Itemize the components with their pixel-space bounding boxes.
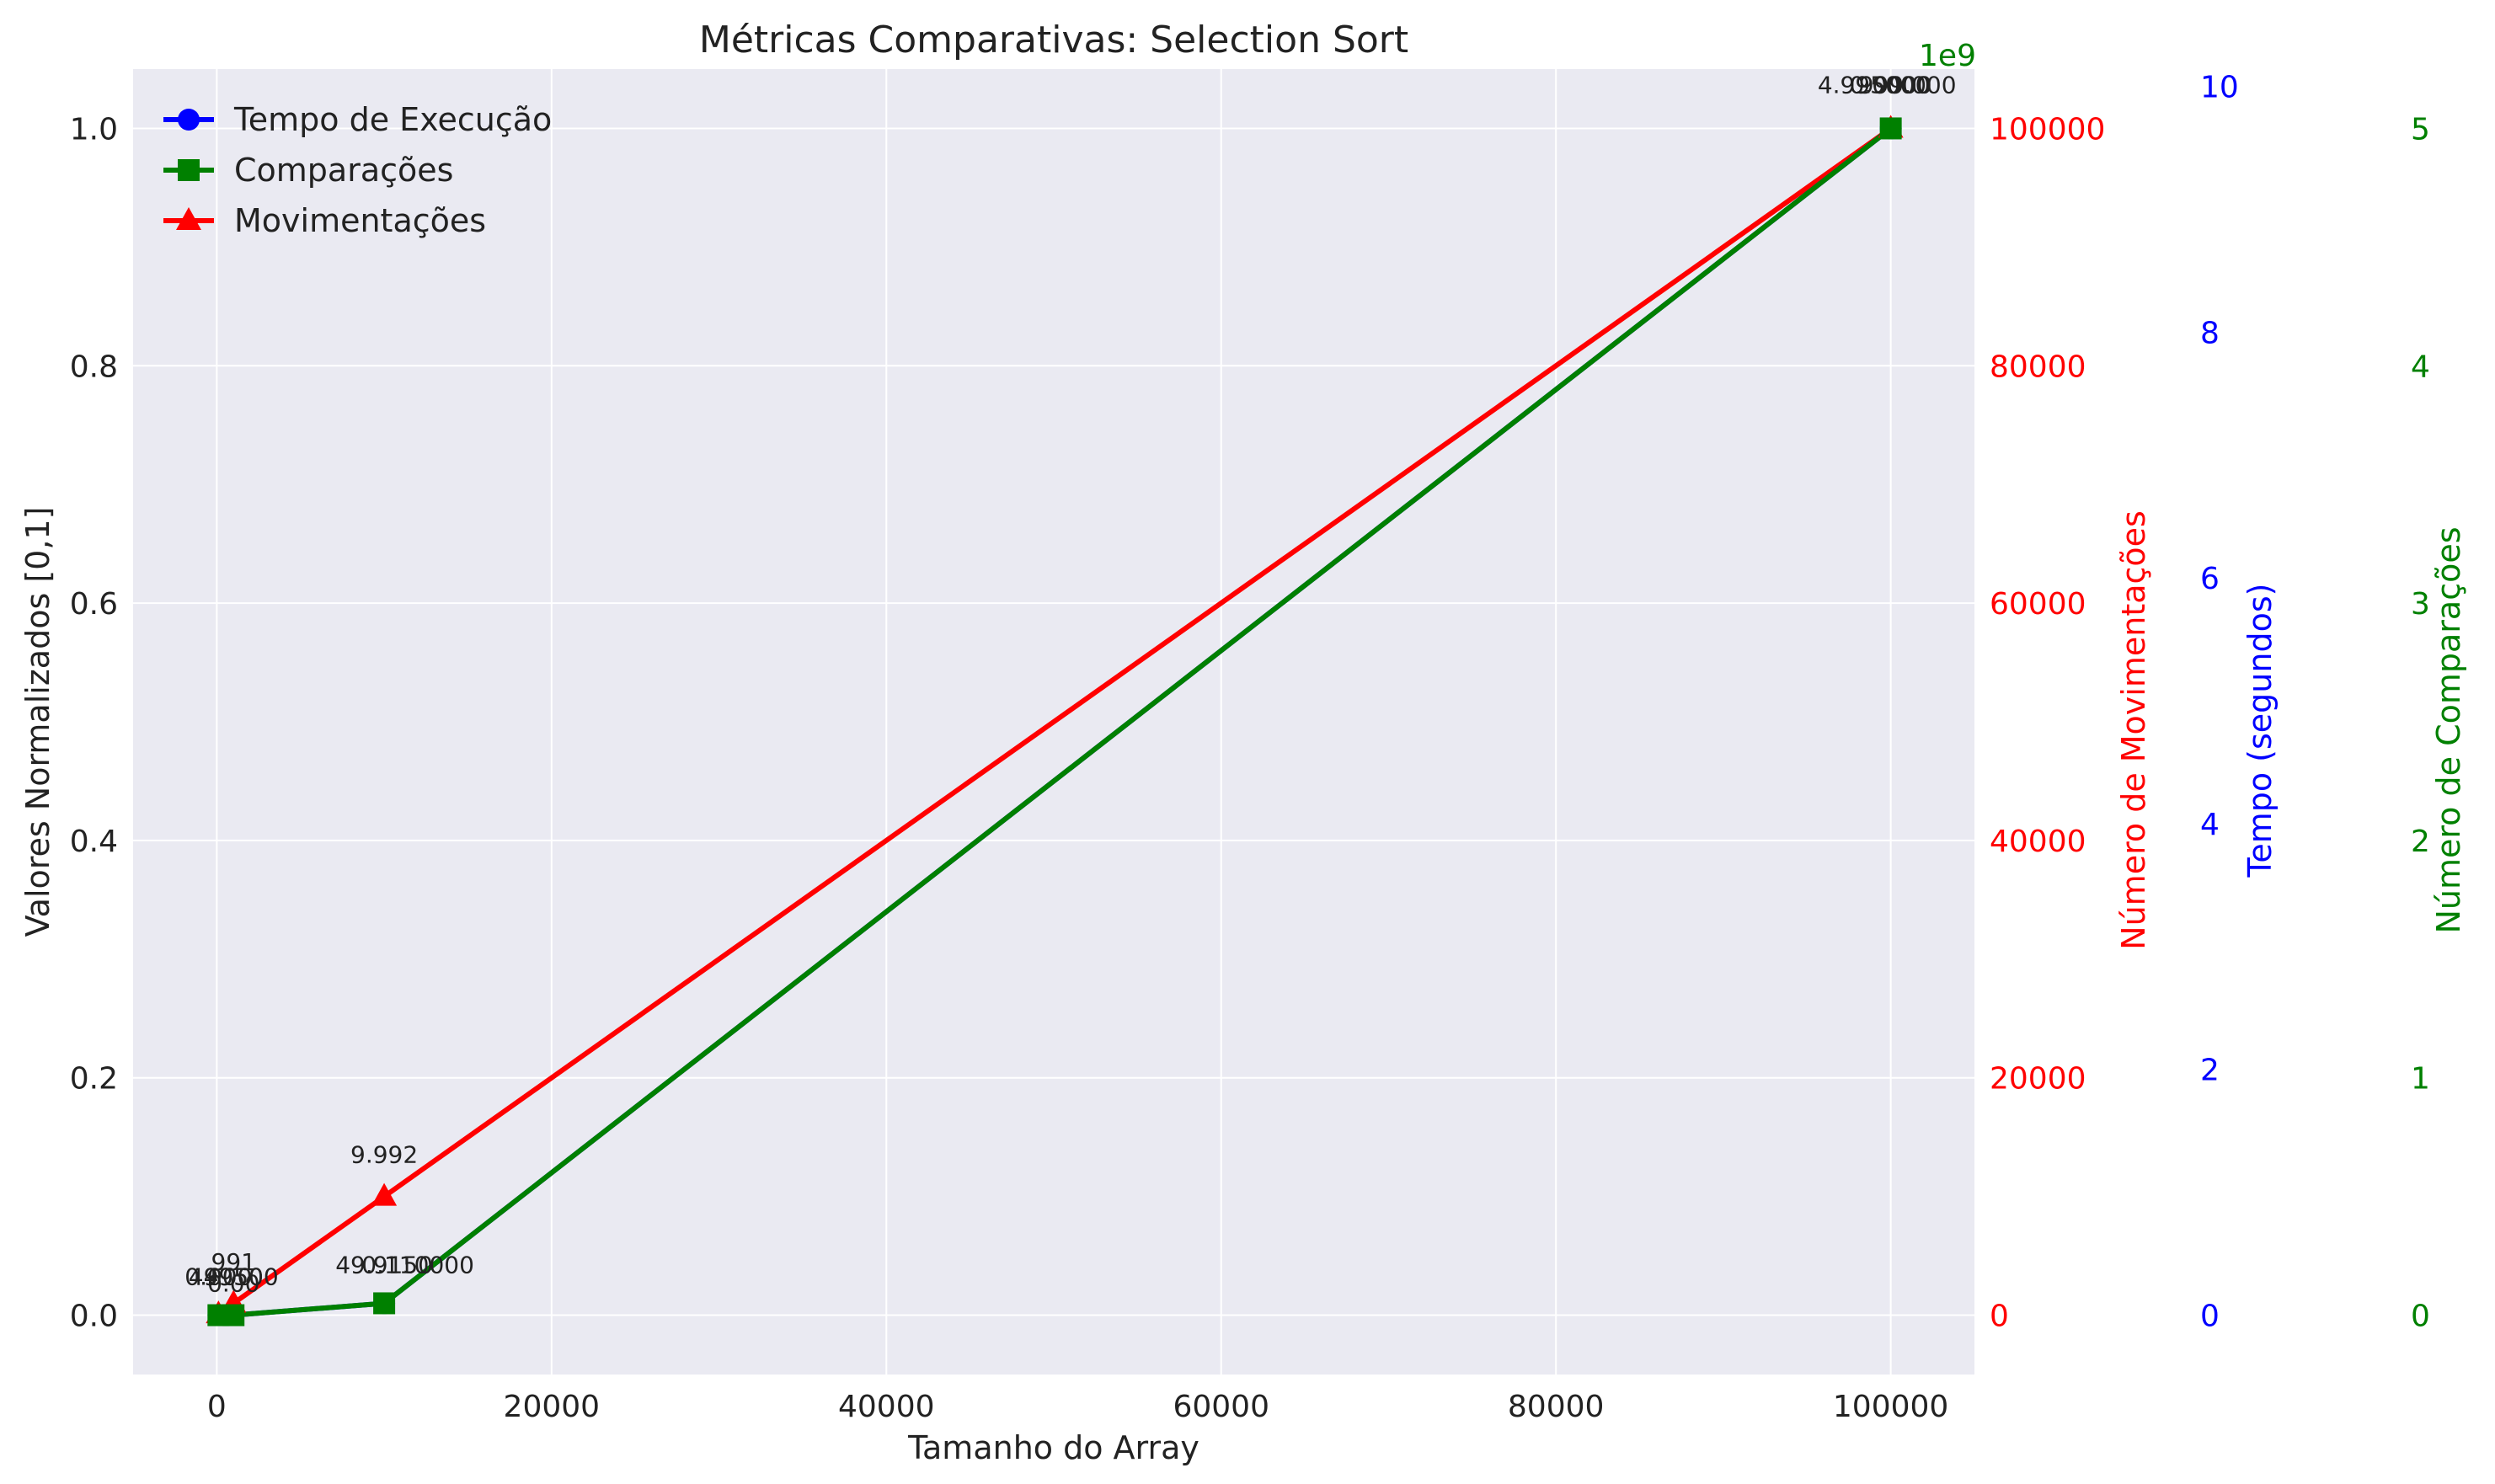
secondary-axis-label: Número de Movimentações — [2115, 510, 2152, 950]
x-tick-label: 80000 — [1508, 1390, 1605, 1424]
chart-title: Métricas Comparativas: Selection Sort — [699, 19, 1408, 61]
secondary-tick-label: 6 — [2200, 562, 2220, 596]
secondary-axes: 0 20000 40000 60000 80000 100000 Número de Mov… — [1919, 39, 2467, 1334]
series-markers — [206, 115, 1904, 1327]
secondary-tick-label: 60000 — [1990, 587, 2086, 622]
data-label: 0.110000 — [361, 1251, 474, 1278]
data-point — [222, 1304, 245, 1327]
secondary-tick-label: 2 — [2200, 1054, 2220, 1088]
secondary-axis-label: Tempo (segundos) — [2241, 584, 2279, 878]
secondary-tick-label: 20000 — [1990, 1062, 2086, 1097]
legend-marker — [178, 109, 200, 131]
secondary-tick-label: 5 — [2411, 112, 2430, 147]
secondary-axis-offset: 1e9 — [1919, 39, 1976, 73]
y-tick-label: 0.2 — [70, 1062, 118, 1097]
y-tick-label: 1.0 — [70, 112, 118, 147]
y-tick-label: 0.4 — [70, 825, 118, 859]
secondary-tick-label: 10 — [2200, 70, 2239, 104]
secondary-tick-label: 40000 — [1990, 825, 2086, 859]
x-tick-label: 20000 — [504, 1390, 601, 1424]
secondary-tick-label: 3 — [2411, 587, 2430, 622]
legend-label: Comparações — [234, 152, 453, 189]
secondary-tick-label: 100000 — [1990, 112, 2105, 147]
secondary-tick-label: 0 — [2200, 1300, 2220, 1334]
data-point — [373, 1292, 396, 1315]
x-tick-label: 100000 — [1833, 1390, 1948, 1424]
data-label: 0.0000 — [1850, 71, 1932, 99]
secondary-tick-label: 4 — [2200, 808, 2220, 842]
secondary-axis-label: Número de Comparações — [2430, 526, 2467, 933]
y-axis-ticks: 0.0 0.2 0.4 0.6 0.8 1.0 — [70, 112, 118, 1333]
data-label: 9.992 — [350, 1141, 418, 1169]
x-axis-ticks: 0 20000 40000 60000 80000 100000 — [207, 1390, 1948, 1424]
data-point — [371, 1182, 398, 1206]
data-label: 0.000 — [184, 1263, 252, 1291]
y-tick-label: 0.6 — [70, 587, 118, 622]
data-label: 991 — [211, 1248, 256, 1276]
secondary-tick-label: 8 — [2200, 316, 2220, 350]
data-label: 999.000 — [1859, 71, 1957, 99]
x-tick-label: 40000 — [838, 1390, 935, 1424]
secondary-tick-label: 2 — [2411, 825, 2430, 859]
x-tick-label: 60000 — [1173, 1390, 1269, 1424]
y-tick-label: 0.0 — [70, 1300, 118, 1334]
secondary-tick-label: 80000 — [1990, 350, 2086, 384]
legend-label: Movimentações — [234, 202, 486, 239]
secondary-tick-label: 0 — [1990, 1300, 2009, 1334]
y-axis-label: Valores Normalizados [0,1] — [19, 507, 56, 937]
x-axis-label: Tamanho do Array — [907, 1429, 1199, 1466]
data-label: 49.9150 — [335, 1251, 433, 1278]
secondary-tick-label: 0 — [2411, 1300, 2430, 1334]
y-tick-label: 0.8 — [70, 350, 118, 384]
legend: Tempo de Execução Comparações Movimentaçõe… — [163, 101, 552, 239]
grid — [133, 69, 1974, 1375]
x-tick-label: 0 — [207, 1390, 227, 1424]
data-label: 4.995000 — [1818, 71, 1931, 99]
data-label: 4950 — [204, 1263, 264, 1291]
legend-marker — [176, 207, 201, 230]
legend-label: Tempo de Execução — [233, 101, 552, 138]
secondary-tick-label: 4 — [2411, 350, 2430, 384]
secondary-tick-label: 1 — [2411, 1062, 2430, 1097]
data-label: 0.00 — [207, 1270, 259, 1298]
data-label: 499500 — [189, 1263, 279, 1291]
legend-marker — [178, 159, 200, 181]
data-point — [1879, 117, 1902, 140]
